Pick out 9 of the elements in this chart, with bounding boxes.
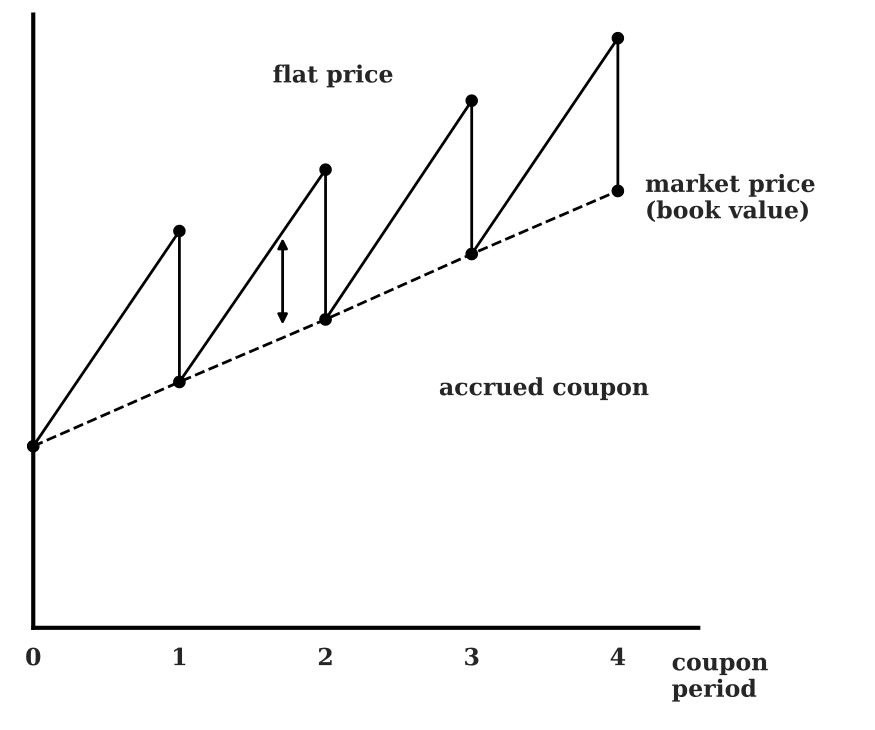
annotation: accrued coupon <box>440 377 648 400</box>
x-axis-title: coupon period <box>672 658 768 702</box>
x-tick-label: 3 <box>465 648 478 666</box>
x-tick-label: 1 <box>174 648 186 666</box>
annotation: flat price <box>273 64 392 88</box>
x-tick-label: 4 <box>610 648 626 666</box>
annotation: market price (book value) <box>646 174 815 222</box>
x-tick-label: 2 <box>318 648 332 666</box>
x-tick-label: 0 <box>26 648 40 666</box>
